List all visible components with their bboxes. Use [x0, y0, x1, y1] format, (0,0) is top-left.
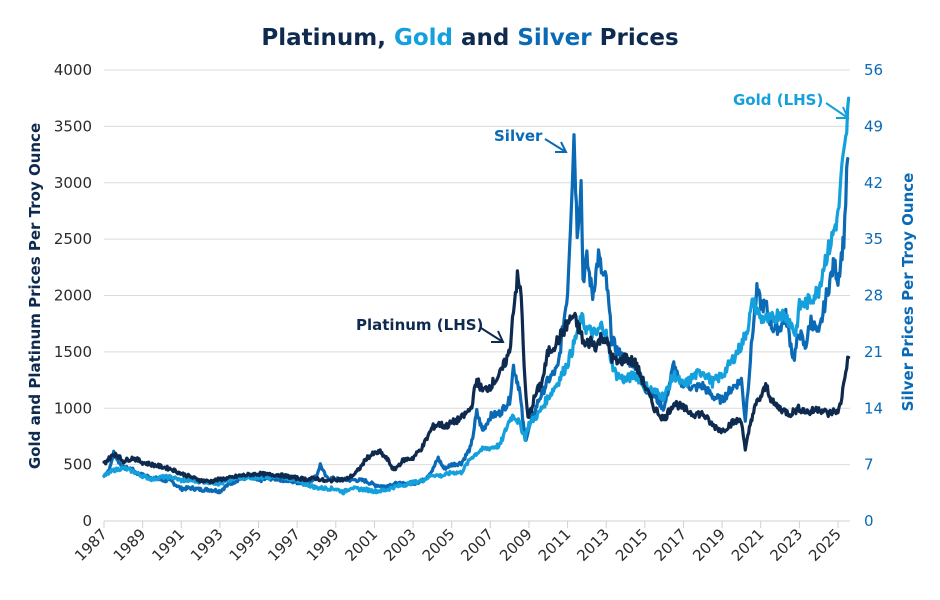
x-tick-label: 2017: [651, 525, 691, 565]
annotation-silver-label: Silver: [494, 127, 543, 145]
y-tick-left-label: 500: [63, 456, 92, 474]
y-tick-left-label: 4000: [54, 61, 92, 79]
x-tick-label: 2025: [805, 525, 845, 565]
y-axis-left: 0 500 1000 1500 2000 2500 3000 3500 4000: [54, 61, 92, 530]
x-tick-label: 1995: [226, 525, 266, 565]
annotation-gold-arrow-icon: [825, 102, 850, 119]
x-tick-label: 1987: [71, 525, 111, 565]
y-tick-right-label: 7: [864, 456, 874, 474]
x-tick-label: 1989: [110, 525, 150, 565]
y-tick-right-label: 28: [864, 287, 883, 305]
x-tick-label: 2021: [728, 525, 768, 565]
x-tick-label: 1997: [264, 525, 304, 565]
series-line-platinum: [102, 269, 851, 485]
annotation-platinum: Platinum (LHS): [356, 316, 505, 343]
y-tick-left-label: 3000: [54, 174, 92, 192]
x-tick-label: 2001: [342, 525, 382, 565]
annotation-platinum-label: Platinum (LHS): [356, 316, 483, 334]
chart-title-part: and: [453, 25, 517, 51]
x-tick-label: 2007: [457, 525, 497, 565]
x-tick-label: 1993: [187, 525, 227, 565]
y-axis-right-label: Silver Prices Per Troy Ounce: [899, 173, 917, 412]
chart-title: Platinum, Gold and Silver Prices: [261, 25, 678, 51]
y-tick-left-label: 2000: [54, 287, 92, 305]
y-axis-right: 0 7 14 21 28 35 42 49 56: [864, 61, 883, 530]
y-tick-left-label: 1500: [54, 343, 92, 361]
x-tick-label: 2013: [573, 525, 613, 565]
y-tick-left-label: 1000: [54, 399, 92, 417]
y-tick-left-label: 0: [82, 512, 92, 530]
x-tick-label: 2019: [689, 525, 729, 565]
y-tick-right-label: 0: [864, 512, 874, 530]
y-tick-right-label: 35: [864, 230, 883, 248]
gridlines: [104, 69, 850, 466]
x-tick-label: 1999: [303, 525, 343, 565]
chart-title-part: Platinum,: [261, 25, 394, 51]
chart-title-part: Prices: [592, 25, 679, 51]
x-tick-label: 2003: [380, 525, 420, 565]
x-tick-label: 1991: [148, 525, 188, 565]
x-tick-label: 2011: [535, 525, 575, 565]
x-tick-label: 2009: [496, 525, 536, 565]
y-tick-right-label: 56: [864, 61, 883, 79]
annotation-silver: Silver: [494, 127, 568, 153]
annotation-gold: Gold (LHS): [733, 91, 850, 119]
series-line-silver: [102, 133, 850, 495]
y-tick-left-label: 2500: [54, 230, 92, 248]
x-tick-label: 2005: [419, 525, 459, 565]
series-layer: [102, 96, 851, 496]
y-tick-right-label: 49: [864, 117, 883, 135]
y-tick-right-label: 42: [864, 174, 883, 192]
y-tick-right-label: 14: [864, 399, 883, 417]
y-tick-right-label: 21: [864, 343, 883, 361]
y-tick-left-label: 3500: [54, 117, 92, 135]
x-tick-label: 2023: [766, 525, 806, 565]
chart-title-part: Gold: [394, 25, 453, 51]
x-axis: 1987198919911993199519971999200120032005…: [71, 520, 850, 565]
annotations: Silver Platinum (LHS) Gold (LHS): [356, 91, 850, 343]
series-line-gold: [102, 96, 851, 496]
x-tick-label: 2015: [612, 525, 652, 565]
chart-title-part: Silver: [517, 25, 592, 51]
annotation-silver-arrow-icon: [544, 138, 568, 153]
y-axis-left-label: Gold and Platinum Prices Per Troy Ounce: [26, 123, 44, 469]
annotation-gold-label: Gold (LHS): [733, 91, 823, 109]
annotation-platinum-arrow-icon: [480, 327, 505, 343]
